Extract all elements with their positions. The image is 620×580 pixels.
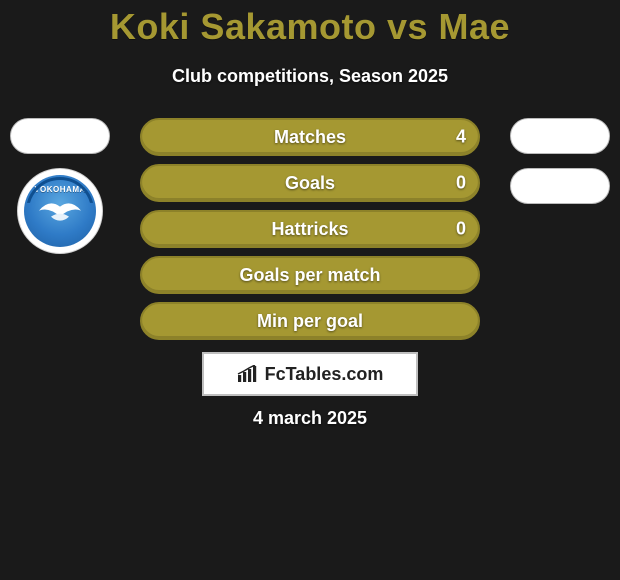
stat-value: 0 bbox=[456, 173, 466, 194]
stat-value: 0 bbox=[456, 219, 466, 240]
stat-row-matches: Matches 4 bbox=[140, 118, 480, 156]
player-right-name-pill-2 bbox=[510, 168, 610, 204]
stat-value: 4 bbox=[456, 127, 466, 148]
stat-row-goals: Goals 0 bbox=[140, 164, 480, 202]
footer-date: 4 march 2025 bbox=[0, 408, 620, 429]
brand-text: FcTables.com bbox=[265, 364, 384, 385]
player-right-name-pill-1 bbox=[510, 118, 610, 154]
brand-box: FcTables.com bbox=[202, 352, 418, 396]
stat-label: Goals per match bbox=[239, 265, 380, 286]
stat-row-gpm: Goals per match bbox=[140, 256, 480, 294]
stat-label: Matches bbox=[274, 127, 346, 148]
player-right-panel bbox=[510, 118, 610, 204]
bar-chart-icon bbox=[237, 365, 259, 383]
stats-column: Matches 4 Goals 0 Hattricks 0 Goals per … bbox=[140, 118, 480, 348]
stat-label: Min per goal bbox=[257, 311, 363, 332]
page-title: Koki Sakamoto vs Mae bbox=[0, 0, 620, 48]
player-left-panel: YOKOHAMA bbox=[10, 118, 110, 254]
player-left-badge: YOKOHAMA bbox=[17, 168, 103, 254]
player-left-name-pill bbox=[10, 118, 110, 154]
stat-row-hattricks: Hattricks 0 bbox=[140, 210, 480, 248]
stat-label: Hattricks bbox=[271, 219, 348, 240]
stat-label: Goals bbox=[285, 173, 335, 194]
stat-row-mpg: Min per goal bbox=[140, 302, 480, 340]
page-subtitle: Club competitions, Season 2025 bbox=[0, 66, 620, 87]
